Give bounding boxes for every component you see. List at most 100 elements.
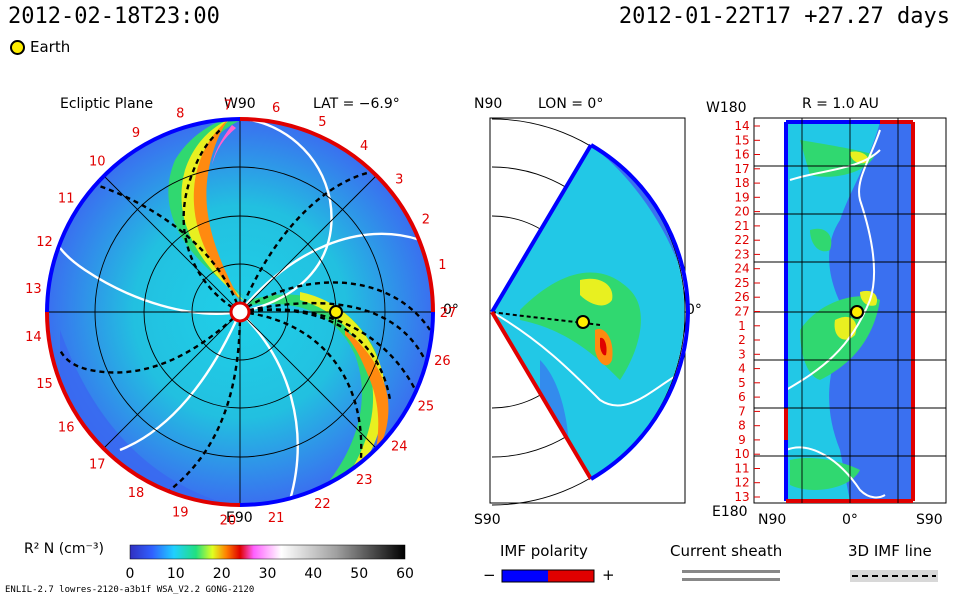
carrington-tick-25: 25	[418, 399, 435, 414]
radial-tick-5: 5	[738, 376, 746, 390]
colorbar-tick-40: 40	[304, 566, 322, 582]
colorbar-label: R² N (cm⁻³)	[24, 541, 104, 557]
radial-panel: 1415161718192021222324252627123456789101…	[734, 117, 947, 504]
carrington-tick-1: 1	[438, 258, 446, 273]
radial-tick-23: 23	[734, 247, 749, 261]
carrington-tick-27: 27	[440, 306, 457, 321]
radial-bottom-left: E180	[712, 504, 748, 520]
carrington-tick-18: 18	[128, 486, 145, 501]
radial-tick-labels: 1415161718192021222324252627123456789101…	[734, 119, 760, 504]
carrington-tick-22: 22	[314, 497, 331, 512]
meridional-right-label: 0°	[686, 302, 702, 318]
imf-polarity-minus: −	[483, 566, 496, 584]
radial-bottom-s: S90	[916, 512, 943, 528]
colorbar-tick-20: 20	[213, 566, 231, 582]
radial-tick-17: 17	[734, 162, 749, 176]
ecliptic-right-label: 0°	[443, 302, 459, 318]
radial-tick-1: 1	[738, 319, 746, 333]
radial-tick-14: 14	[734, 119, 749, 133]
carrington-tick-8: 8	[176, 107, 184, 122]
radial-tick-16: 16	[734, 148, 749, 162]
imf-line-legend	[850, 570, 938, 582]
radial-tick-6: 6	[738, 390, 746, 404]
radial-tick-10: 10	[734, 447, 749, 461]
imf-polarity-plus: +	[602, 566, 615, 584]
radial-tick-15: 15	[734, 133, 749, 147]
earth-legend-label: Earth	[30, 38, 71, 56]
radial-tick-27: 27	[734, 305, 749, 319]
earth-marker-meridional	[576, 315, 590, 329]
imf-polarity-legend	[501, 569, 595, 583]
ecliptic-lat-label: LAT = −6.9°	[313, 96, 400, 112]
model-datetime: 2012-02-18T23:00	[8, 4, 220, 29]
radial-tick-22: 22	[734, 233, 749, 247]
radial-tick-7: 7	[738, 404, 746, 418]
current-sheath-legend	[682, 570, 780, 581]
ecliptic-bottom-label: E90	[226, 510, 253, 526]
radial-tick-13: 13	[734, 490, 749, 504]
radial-bottom-zero: 0°	[842, 512, 858, 528]
colorbar-tick-0: 0	[126, 566, 135, 582]
carrington-tick-17: 17	[89, 457, 106, 472]
reference-datetime: 2012-01-22T17 +27.27 days	[618, 4, 950, 29]
radial-tick-18: 18	[734, 176, 749, 190]
radial-tick-11: 11	[734, 462, 749, 476]
radial-tick-26: 26	[734, 290, 749, 304]
radial-tick-21: 21	[734, 219, 749, 233]
earth-icon	[10, 39, 25, 55]
carrington-tick-5: 5	[318, 115, 326, 130]
carrington-tick-11: 11	[58, 192, 75, 207]
carrington-tick-15: 15	[36, 377, 53, 392]
carrington-tick-23: 23	[356, 473, 373, 488]
radial-bottom-n: N90	[758, 512, 787, 528]
radial-tick-8: 8	[738, 419, 746, 433]
radial-tick-25: 25	[734, 276, 749, 290]
carrington-tick-7: 7	[224, 98, 232, 113]
carrington-tick-26: 26	[434, 354, 451, 369]
imf-line-title: 3D IMF line	[848, 542, 932, 560]
carrington-tick-9: 9	[132, 126, 140, 141]
colorbar-tick-50: 50	[350, 566, 368, 582]
earth-legend: Earth	[10, 38, 70, 56]
radial-tick-20: 20	[734, 205, 749, 219]
carrington-tick-12: 12	[36, 235, 53, 250]
carrington-tick-6: 6	[272, 101, 280, 116]
meridional-panel	[489, 117, 690, 506]
carrington-tick-14: 14	[25, 330, 42, 345]
model-footer: ENLIL-2.7 lowres-2120-a3b1f WSA_V2.2 GON…	[5, 585, 255, 595]
carrington-tick-20: 20	[220, 514, 237, 529]
meridional-top-label: N90	[474, 96, 503, 112]
ecliptic-top-label: W90	[224, 96, 256, 112]
spiral-lines	[53, 119, 431, 501]
carrington-tick-13: 13	[25, 282, 42, 297]
carrington-tick-3: 3	[395, 172, 403, 187]
meridional-lon-label: LON = 0°	[538, 96, 604, 112]
carrington-tick-24: 24	[391, 440, 408, 455]
radial-tick-24: 24	[734, 262, 749, 276]
colorbar-tick-30: 30	[259, 566, 277, 582]
current-sheath-title: Current sheath	[670, 542, 783, 560]
colorbar-tick-10: 10	[167, 566, 185, 582]
radial-tick-12: 12	[734, 476, 749, 490]
carrington-tick-16: 16	[58, 420, 75, 435]
radial-tick-19: 19	[734, 190, 749, 204]
earth-marker-ecliptic	[329, 305, 343, 319]
radial-tick-9: 9	[738, 433, 746, 447]
imf-polarity-title: IMF polarity	[500, 542, 588, 560]
density-colorbar: 0 10 20 30 40 50 60	[126, 544, 414, 582]
meridional-bottom-label: S90	[474, 512, 501, 528]
colorbar-tick-60: 60	[396, 566, 414, 582]
radial-tick-4: 4	[738, 362, 746, 376]
carrington-tick-10: 10	[89, 155, 106, 170]
carrington-tick-2: 2	[422, 213, 430, 228]
earth-marker-radial	[850, 305, 864, 319]
radial-top-label: W180	[706, 100, 747, 116]
carrington-tick-4: 4	[360, 139, 368, 154]
carrington-tick-19: 19	[172, 505, 189, 520]
ecliptic-title: Ecliptic Plane	[60, 96, 154, 112]
radial-r-label: R = 1.0 AU	[802, 96, 879, 112]
carrington-tick-21: 21	[268, 511, 285, 526]
radial-tick-2: 2	[738, 333, 746, 347]
